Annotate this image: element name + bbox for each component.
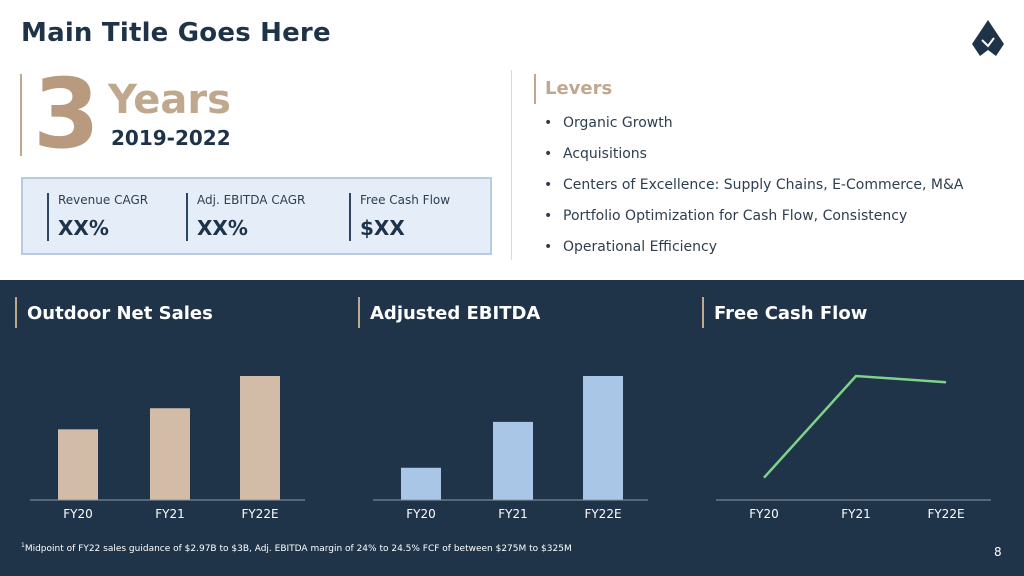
x-tick-label: FY20 [749,507,779,521]
levers-title: Levers [534,74,612,104]
list-item: • Acquisitions [544,146,647,162]
mountain-logo-icon [972,20,1004,56]
metric-value: XX% [58,216,109,240]
bar-fy21 [493,421,533,500]
ebitda-chart: FY20 FY21 FY22E [373,376,648,521]
period-number: 3 [33,58,100,170]
metric-value: XX% [197,216,248,240]
metric-revenue-cagr: Revenue CAGR XX% [47,193,148,241]
metric-free-cash-flow: Free Cash Flow $XX [349,193,450,241]
bar-fy21 [150,408,190,500]
metric-label: Revenue CAGR [58,193,149,207]
panel-title-ebitda: Adjusted EBITDA [358,297,540,328]
metric-value: $XX [360,216,405,240]
section-divider [511,70,512,260]
metric-ebitda-cagr: Adj. EBITDA CAGR XX% [186,193,305,241]
x-tick-label: FY21 [155,507,185,521]
page-number: 8 [994,545,1002,559]
metrics-box: Revenue CAGR XX% Adj. EBITDA CAGR XX% Fr… [21,177,492,255]
levers-list: • Organic Growth • Acquisitions • Centers o… [544,112,963,267]
list-item: • Centers of Excellence: Supply Chains, E… [544,177,964,193]
footnote: 1Midpoint of FY22 sales guidance of $2.9… [21,542,572,554]
list-item: • Operational Efficiency [544,239,718,255]
x-tick-label: FY20 [63,507,93,521]
panel-title-net-sales: Outdoor Net Sales [15,297,213,328]
net-sales-chart: FY20 FY21 FY22E [30,376,305,521]
fcf-series-line [763,374,947,479]
bar-fy22e [240,376,280,500]
x-tick-label: FY21 [841,507,871,521]
x-tick-label: FY20 [406,507,436,521]
bar-fy20 [401,467,441,500]
bar-fy20 [58,429,98,500]
period-unit: Years [108,77,231,123]
fcf-chart: FY20 FY21 FY22E [716,374,991,521]
x-tick-label: FY22E [584,507,621,521]
x-tick-label: FY22E [241,507,278,521]
period-accent-bar [20,74,22,156]
list-item: • Organic Growth [544,115,673,131]
page-title: Main Title Goes Here [21,18,331,48]
panel-title-fcf: Free Cash Flow [702,297,867,328]
x-tick-label: FY22E [927,507,964,521]
metric-label: Adj. EBITDA CAGR [197,193,306,207]
bar-fy22e [583,376,623,500]
x-tick-label: FY21 [498,507,528,521]
metric-label: Free Cash Flow [360,193,451,207]
period-range: 2019-2022 [111,126,231,150]
list-item: • Portfolio Optimization for Cash Flow, C… [544,208,908,224]
